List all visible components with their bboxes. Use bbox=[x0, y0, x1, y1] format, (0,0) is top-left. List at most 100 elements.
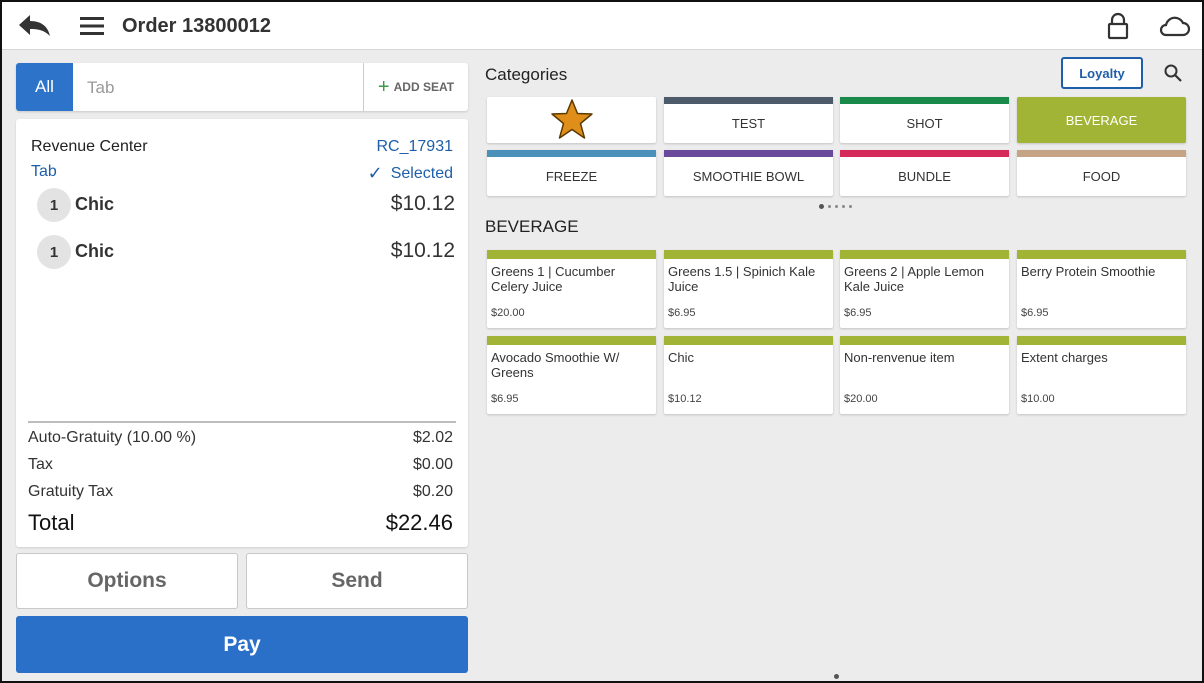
hamburger-menu-icon[interactable] bbox=[78, 14, 106, 38]
pager-dot[interactable] bbox=[819, 204, 824, 209]
selected-status: ✓ Selected bbox=[368, 163, 453, 184]
category-label: FOOD bbox=[1082, 168, 1121, 184]
product-name: Extent charges bbox=[1021, 350, 1108, 365]
auto-gratuity-value: $2.02 bbox=[412, 429, 453, 446]
categories-heading: Categories bbox=[485, 65, 568, 84]
category-label: BUNDLE bbox=[898, 168, 951, 184]
product-tile[interactable]: Greens 1.5 | Spinich Kale Juice $6.95 bbox=[664, 250, 833, 328]
product-price: $20.00 bbox=[491, 307, 525, 319]
item-name: Chic bbox=[75, 194, 115, 214]
total-value: $22.46 bbox=[385, 510, 453, 535]
gratuity-tax-label: Gratuity Tax bbox=[28, 483, 114, 500]
category-beverage[interactable]: BEVERAGE bbox=[1017, 97, 1186, 143]
product-color-bar bbox=[664, 336, 833, 345]
product-tile[interactable]: Non-renvenue item $20.00 bbox=[840, 336, 1009, 414]
category-label: SMOOTHIE BOWL bbox=[692, 168, 805, 184]
product-tile[interactable]: Greens 1 | Cucumber Celery Juice $20.00 bbox=[487, 250, 656, 328]
category-color-bar bbox=[840, 150, 1009, 157]
category-label: BEVERAGE bbox=[1065, 112, 1138, 128]
product-name: Berry Protein Smoothie bbox=[1021, 264, 1156, 279]
product-color-bar bbox=[1017, 336, 1186, 345]
pager-dot[interactable] bbox=[835, 205, 838, 208]
lock-icon[interactable] bbox=[1106, 12, 1130, 40]
category-color-bar bbox=[487, 150, 656, 157]
seat-all-button[interactable]: All bbox=[16, 63, 73, 111]
product-price: $10.12 bbox=[668, 393, 702, 405]
revenue-center-value[interactable]: RC_17931 bbox=[376, 138, 454, 155]
product-color-bar bbox=[1017, 250, 1186, 259]
order-item[interactable]: 1 Chic $10.12 bbox=[37, 188, 455, 224]
back-arrow-icon[interactable] bbox=[16, 12, 54, 40]
category-shot[interactable]: SHOT bbox=[840, 97, 1009, 143]
category-label: SHOT bbox=[906, 115, 943, 131]
product-color-bar bbox=[840, 336, 1009, 345]
product-tile[interactable]: Avocado Smoothie W/ Greens $6.95 bbox=[487, 336, 656, 414]
category-color-bar bbox=[664, 150, 833, 157]
product-price: $10.00 bbox=[1021, 393, 1055, 405]
seat-tab-button[interactable]: Tab bbox=[87, 78, 115, 97]
product-name: Non-renvenue item bbox=[844, 350, 955, 365]
add-seat-button[interactable]: + ADD SEAT bbox=[363, 63, 468, 111]
product-tile[interactable]: Chic $10.12 bbox=[664, 336, 833, 414]
product-name: Avocado Smoothie W/ Greens bbox=[491, 350, 620, 380]
product-price: $20.00 bbox=[844, 393, 878, 405]
tab-label[interactable]: Tab bbox=[31, 163, 57, 180]
product-color-bar bbox=[664, 250, 833, 259]
loyalty-button[interactable]: Loyalty bbox=[1061, 57, 1143, 89]
category-smoothie-bowl[interactable]: SMOOTHIE BOWL bbox=[664, 150, 833, 196]
category-test[interactable]: TEST bbox=[664, 97, 833, 143]
options-button[interactable]: Options bbox=[16, 553, 238, 609]
top-bar: Order 13800012 bbox=[2, 2, 1202, 50]
pager-dot[interactable] bbox=[849, 205, 852, 208]
revenue-center-label: Revenue Center bbox=[31, 138, 148, 155]
gratuity-tax-value: $0.20 bbox=[412, 483, 453, 500]
totals-divider bbox=[28, 421, 456, 423]
product-tile[interactable]: Extent charges $10.00 bbox=[1017, 336, 1186, 414]
pay-button[interactable]: Pay bbox=[16, 616, 468, 673]
plus-icon: + bbox=[377, 76, 390, 98]
product-name: Greens 1 | Cucumber Celery Juice bbox=[491, 264, 616, 294]
selected-label: Selected bbox=[390, 164, 453, 182]
auto-gratuity-label: Auto-Gratuity (10.00 %) bbox=[28, 429, 197, 446]
item-quantity: 1 bbox=[37, 188, 71, 222]
product-name: Greens 1.5 | Spinich Kale Juice bbox=[668, 264, 816, 294]
product-price: $6.95 bbox=[668, 307, 696, 319]
search-icon[interactable] bbox=[1163, 63, 1183, 83]
order-item[interactable]: 1 Chic $10.12 bbox=[37, 235, 455, 271]
category-color-bar bbox=[664, 97, 833, 104]
cloud-icon[interactable] bbox=[1157, 14, 1191, 38]
product-name: Greens 2 | Apple Lemon Kale Juice bbox=[844, 264, 984, 294]
category-color-bar bbox=[1017, 150, 1186, 157]
pager-dot[interactable] bbox=[842, 205, 845, 208]
total-label: Total bbox=[28, 510, 75, 535]
category-label: FREEZE bbox=[545, 168, 598, 184]
page-indicator bbox=[834, 674, 839, 679]
product-price: $6.95 bbox=[844, 307, 872, 319]
tax-label: Tax bbox=[28, 456, 53, 473]
category-favorites[interactable] bbox=[487, 97, 656, 143]
tax-value: $0.00 bbox=[412, 456, 453, 473]
section-heading: BEVERAGE bbox=[485, 217, 579, 236]
item-price: $10.12 bbox=[390, 239, 455, 262]
check-icon: ✓ bbox=[367, 163, 383, 183]
item-price: $10.12 bbox=[390, 192, 455, 215]
product-tile[interactable]: Greens 2 | Apple Lemon Kale Juice $6.95 bbox=[840, 250, 1009, 328]
item-quantity: 1 bbox=[37, 235, 71, 269]
send-button[interactable]: Send bbox=[246, 553, 468, 609]
category-label: TEST bbox=[731, 115, 766, 131]
category-food[interactable]: FOOD bbox=[1017, 150, 1186, 196]
product-price: $6.95 bbox=[491, 393, 519, 405]
pager-dot[interactable] bbox=[828, 205, 831, 208]
seat-selector: All Tab + ADD SEAT bbox=[16, 63, 468, 111]
item-name: Chic bbox=[75, 241, 115, 261]
star-icon bbox=[550, 98, 594, 142]
category-bundle[interactable]: BUNDLE bbox=[840, 150, 1009, 196]
category-pager[interactable] bbox=[819, 204, 852, 209]
page-title: Order 13800012 bbox=[122, 15, 272, 37]
product-color-bar bbox=[487, 336, 656, 345]
product-tile[interactable]: Berry Protein Smoothie $6.95 bbox=[1017, 250, 1186, 328]
category-color-bar bbox=[840, 97, 1009, 104]
product-price: $6.95 bbox=[1021, 307, 1049, 319]
category-freeze[interactable]: FREEZE bbox=[487, 150, 656, 196]
